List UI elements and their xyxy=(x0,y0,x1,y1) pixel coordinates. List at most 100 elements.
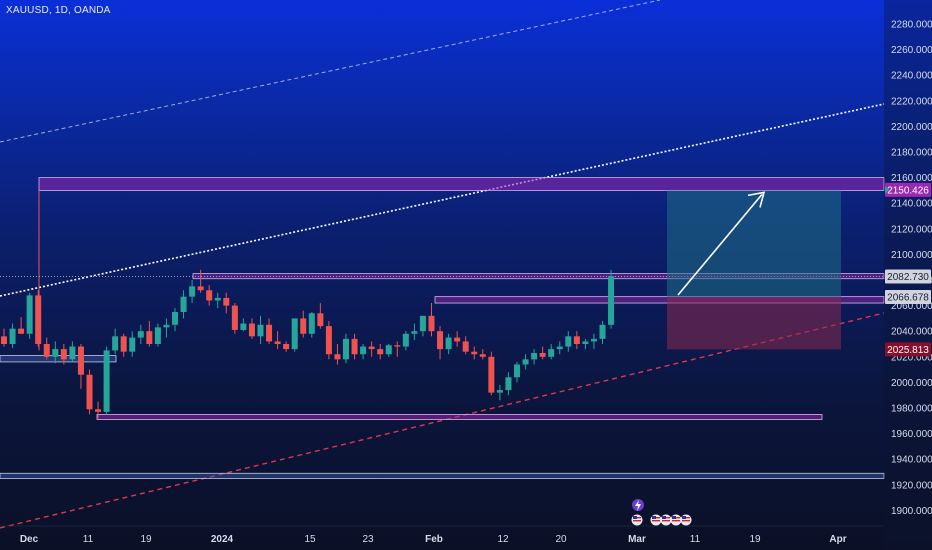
candle xyxy=(291,318,298,352)
candle-body xyxy=(565,336,572,347)
price-tick-label: 1980.000 xyxy=(891,404,932,415)
candle xyxy=(479,349,486,360)
candle-body xyxy=(52,349,59,357)
candle xyxy=(154,323,161,347)
candle xyxy=(548,344,555,360)
symbol-label[interactable]: XAUUSD, 1D, OANDA xyxy=(6,5,111,16)
candle-body xyxy=(325,326,332,355)
candle-body xyxy=(590,338,597,342)
candle-body xyxy=(428,315,435,332)
candle-body xyxy=(35,295,42,344)
candle xyxy=(180,290,187,319)
candle xyxy=(360,344,367,360)
price-tick-label: 2140.000 xyxy=(891,199,932,210)
candle-body xyxy=(531,352,538,360)
candle-body xyxy=(240,323,247,330)
time-tick-label: 11 xyxy=(690,534,701,545)
candle xyxy=(437,326,444,360)
candle xyxy=(69,341,76,362)
flag-stripe xyxy=(633,520,641,522)
candle-body xyxy=(334,354,341,360)
price-tick-label: 2160.000 xyxy=(891,173,932,184)
time-tick-label: 19 xyxy=(140,534,152,545)
candle-body xyxy=(77,346,84,375)
price-tick-label: 2200.000 xyxy=(891,122,932,133)
candle-body xyxy=(18,328,25,334)
candle-body xyxy=(377,349,384,355)
candle-body xyxy=(496,390,503,393)
candle-body xyxy=(266,324,273,342)
time-tick-label: 2024 xyxy=(211,534,234,545)
price-tick-label: 2120.000 xyxy=(891,224,932,235)
candle xyxy=(300,310,307,338)
lightning-icon xyxy=(632,499,644,511)
candle-body xyxy=(539,352,546,357)
target-price-tag: 2150.426 xyxy=(885,182,931,197)
long-profit-area xyxy=(667,190,841,298)
time-tick-label: Mar xyxy=(628,534,646,545)
flag-canton xyxy=(662,516,666,519)
time-tick-label: Feb xyxy=(425,534,443,545)
candles xyxy=(1,269,615,419)
candle xyxy=(77,344,84,389)
candle-body xyxy=(343,338,349,360)
candle-body xyxy=(317,313,324,327)
candle-body xyxy=(300,318,307,334)
candle-body xyxy=(505,377,512,391)
flag-canton xyxy=(652,516,656,519)
channel-middle-line xyxy=(0,103,885,297)
price-tick-label: 1900.000 xyxy=(891,506,932,517)
candle xyxy=(343,333,349,364)
price-tick-label: 2020.000 xyxy=(891,352,932,363)
candle xyxy=(206,285,213,306)
candle xyxy=(377,344,384,360)
time-tick-label: 15 xyxy=(304,534,316,545)
demand-zone xyxy=(96,413,823,420)
candle xyxy=(223,292,230,314)
candle-body xyxy=(43,344,50,357)
flag-stripe xyxy=(672,520,680,522)
candle-body xyxy=(573,336,580,344)
candle xyxy=(488,351,495,396)
candle-body xyxy=(419,315,426,332)
candle-body xyxy=(514,364,520,378)
drawings-back xyxy=(0,0,885,529)
candle-body xyxy=(488,356,495,393)
candle-body xyxy=(154,327,161,344)
flag-stripe xyxy=(682,520,690,522)
flag-canton xyxy=(672,516,676,519)
candle xyxy=(240,318,247,332)
candle xyxy=(18,317,25,334)
candle xyxy=(317,303,324,329)
target-price-tag-bg xyxy=(885,182,931,197)
candle-body xyxy=(197,286,204,291)
candle xyxy=(26,292,33,339)
candle xyxy=(514,361,520,383)
candle xyxy=(565,331,572,352)
candle-body xyxy=(180,296,187,312)
price-tick-label: 2220.000 xyxy=(891,96,932,107)
candle xyxy=(214,292,221,309)
price-tick-label: 2040.000 xyxy=(891,327,932,338)
target-price-tag-marker xyxy=(885,185,889,194)
candle xyxy=(35,290,42,347)
time-tick-label: 11 xyxy=(83,534,94,545)
candle xyxy=(471,346,478,360)
entry-zone xyxy=(434,296,885,304)
candle-body xyxy=(137,331,144,338)
candle-body xyxy=(129,337,136,352)
candle xyxy=(505,372,512,396)
flag-canton xyxy=(682,516,686,519)
candle xyxy=(112,328,119,355)
candle-body xyxy=(522,359,529,365)
candle-body xyxy=(9,328,16,344)
candle-body xyxy=(1,336,7,344)
event-markers[interactable] xyxy=(631,499,692,526)
time-axis[interactable]: Dec 11 19 2024 15 23 Feb 12 20 Mar 11 19 Apr xyxy=(0,525,884,545)
candle xyxy=(419,315,426,337)
current-price-tag-bg xyxy=(885,342,931,357)
candle xyxy=(266,318,273,344)
price-tick-label: 2100.000 xyxy=(891,250,932,261)
